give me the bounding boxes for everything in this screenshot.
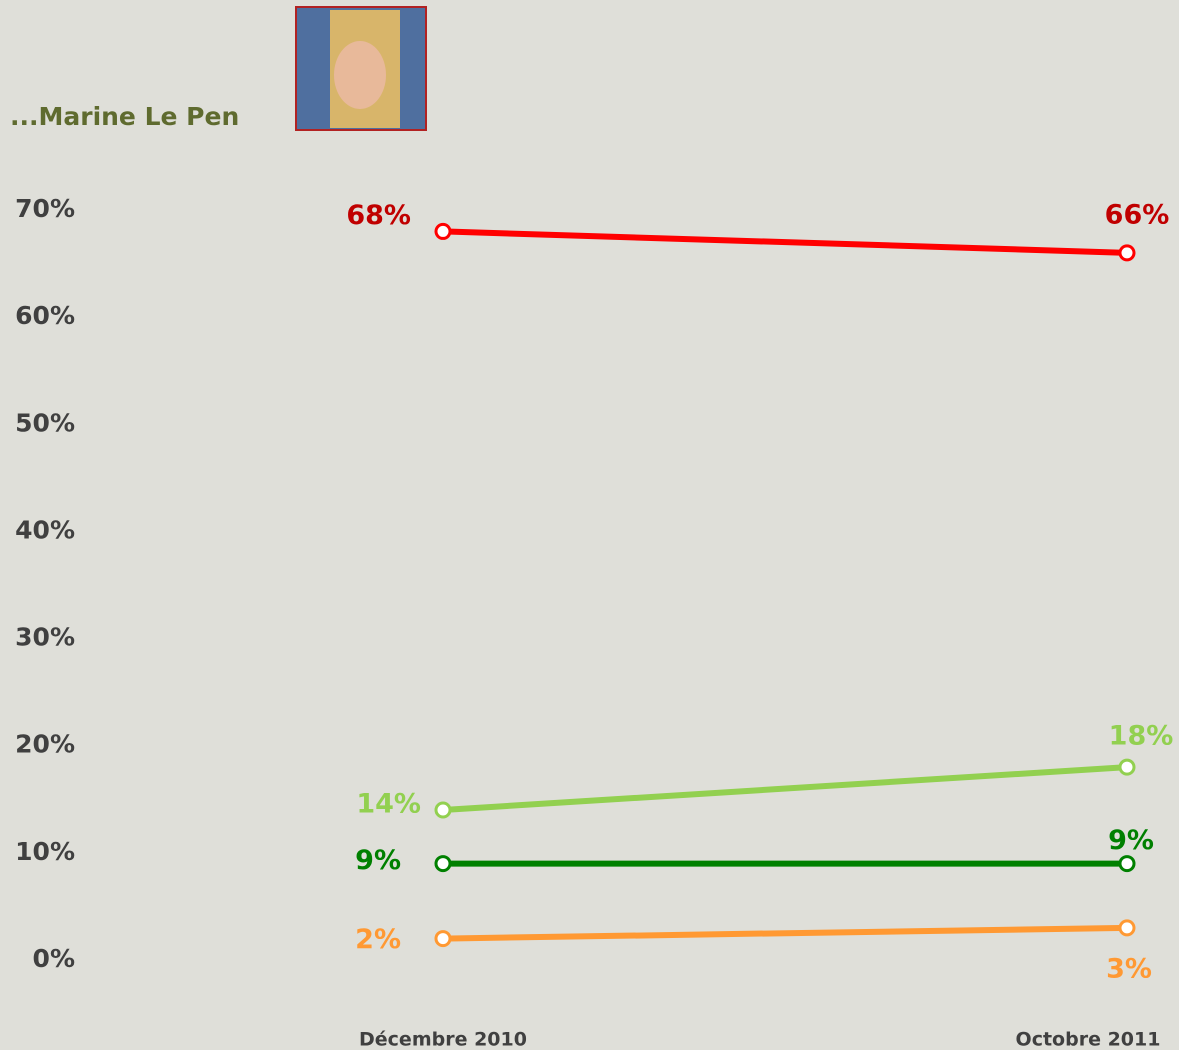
y-tick-label: 70%: [15, 194, 75, 223]
point: [1118, 855, 1136, 873]
y-tick-label: 50%: [15, 408, 75, 437]
point: [434, 930, 452, 948]
series-line: [442, 924, 1128, 942]
y-tick-label: 30%: [15, 623, 75, 652]
data-label: 3%: [1106, 953, 1152, 984]
point: [434, 801, 452, 819]
data-label: 9%: [355, 845, 401, 876]
data-label: 9%: [1108, 825, 1154, 856]
y-tick-label: 0%: [33, 944, 75, 973]
data-label: 18%: [1109, 721, 1174, 752]
x-tick-label: Décembre 2010: [359, 1029, 527, 1050]
point: [1118, 244, 1136, 262]
point: [1118, 919, 1136, 937]
data-label: 68%: [346, 200, 411, 231]
y-tick-label: 60%: [15, 301, 75, 330]
y-tick-label: 10%: [15, 837, 75, 866]
portrait: [295, 6, 427, 131]
y-tick-label: 40%: [15, 515, 75, 544]
x-tick-label: Octobre 2011: [1016, 1029, 1161, 1050]
series-line: [442, 764, 1128, 813]
chart-title: ...Marine Le Pen: [10, 102, 239, 131]
data-label: 14%: [356, 789, 421, 820]
data-label: 2%: [355, 924, 401, 955]
y-tick-label: 20%: [15, 730, 75, 759]
point: [1118, 758, 1136, 776]
point: [434, 222, 452, 240]
point: [434, 855, 452, 873]
data-label: 66%: [1105, 199, 1170, 230]
series-line: [442, 228, 1128, 256]
